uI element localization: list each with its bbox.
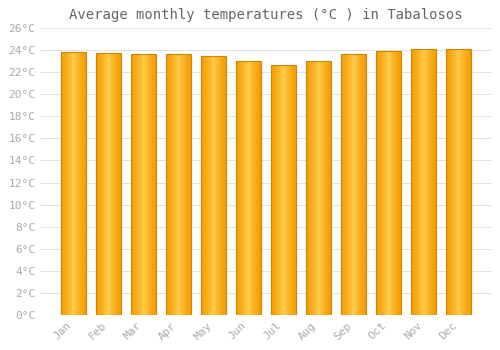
Bar [376, 51, 401, 315]
Bar [131, 54, 156, 315]
Bar [446, 49, 471, 315]
Bar [166, 54, 191, 315]
Bar [411, 49, 436, 315]
Bar [271, 65, 296, 315]
Title: Average monthly temperatures (°C ) in Tabalosos: Average monthly temperatures (°C ) in Ta… [69, 8, 462, 22]
Bar [341, 54, 366, 315]
Bar [60, 52, 86, 315]
Bar [236, 61, 261, 315]
Bar [96, 53, 121, 315]
Bar [201, 56, 226, 315]
Bar [306, 61, 331, 315]
